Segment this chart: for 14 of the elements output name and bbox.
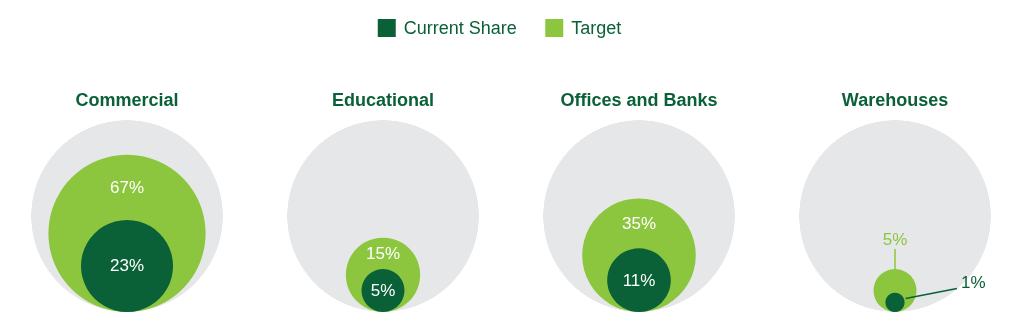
data-label: 11%: [622, 270, 656, 290]
category-label: Educational: [331, 90, 435, 110]
legend-label: Current Share: [403, 18, 517, 38]
data-label: 5%: [370, 281, 396, 301]
legend-label: Target: [571, 18, 622, 38]
data-label: 1%: [961, 272, 986, 292]
data-label: 67%: [109, 177, 145, 197]
data-label: 15%: [365, 243, 401, 263]
category-label: Commercial: [75, 90, 179, 110]
data-label: 5%: [882, 229, 908, 249]
category-label: Warehouses: [841, 90, 949, 110]
data-label: 23%: [109, 256, 145, 276]
category-label: Offices and Banks: [560, 90, 718, 110]
data-label: 35%: [621, 213, 657, 233]
